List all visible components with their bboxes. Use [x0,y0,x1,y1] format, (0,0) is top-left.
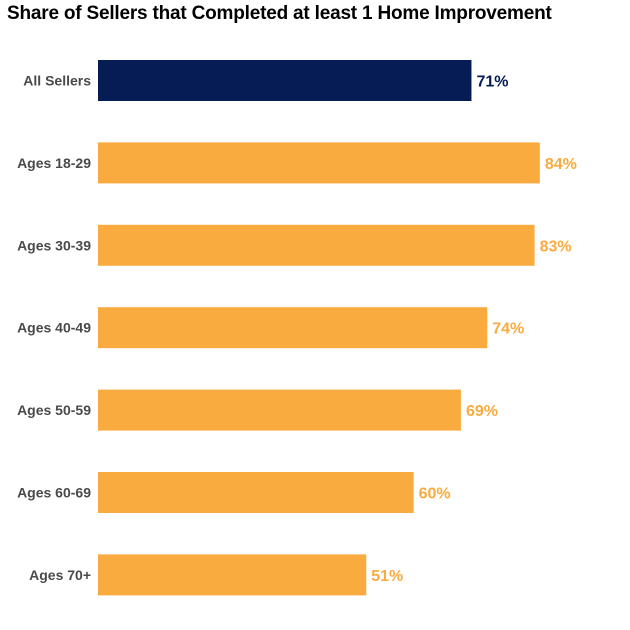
bar-ages-40-49 [98,307,488,349]
category-label-ages-40-49: Ages 40-49 [17,320,91,336]
category-label-ages-60-69: Ages 60-69 [17,485,91,501]
category-label-ages-18-29: Ages 18-29 [17,155,91,171]
bar-group-ages-50-59: Ages 50-59 69% [17,389,498,431]
chart-title: Share of Sellers that Completed at least… [7,3,552,24]
bar-all-sellers [98,60,472,101]
bar-group-ages-18-29: Ages 18-29 84% [17,142,577,184]
value-label-ages-60-69: 60% [419,486,451,503]
category-label-ages-70: Ages 70+ [29,567,91,583]
value-label-ages-40-49: 74% [492,321,524,338]
value-label-ages-18-29: 84% [545,156,577,173]
value-label-all-sellers: 71% [476,74,508,91]
value-label-ages-70: 51% [371,568,403,585]
value-label-ages-30-39: 83% [540,238,572,255]
category-label-ages-30-39: Ages 30-39 [17,237,91,253]
bar-group-ages-30-39: Ages 30-39 83% [17,224,572,266]
bar-group-all-sellers: All Sellers 71% [23,60,508,101]
bar-ages-18-29 [98,142,540,184]
category-label-ages-50-59: Ages 50-59 [17,402,91,418]
bar-ages-70 [98,554,367,596]
bar-ages-50-59 [98,389,461,431]
bar-group-ages-70: Ages 70+ 51% [29,554,403,596]
bar-group-ages-40-49: Ages 40-49 74% [17,307,524,349]
value-label-ages-50-59: 69% [466,403,498,420]
bar-group-ages-60-69: Ages 60-69 60% [17,472,451,513]
bar-ages-30-39 [98,224,535,266]
category-label-all-sellers: All Sellers [23,73,91,89]
bar-ages-60-69 [98,472,414,513]
